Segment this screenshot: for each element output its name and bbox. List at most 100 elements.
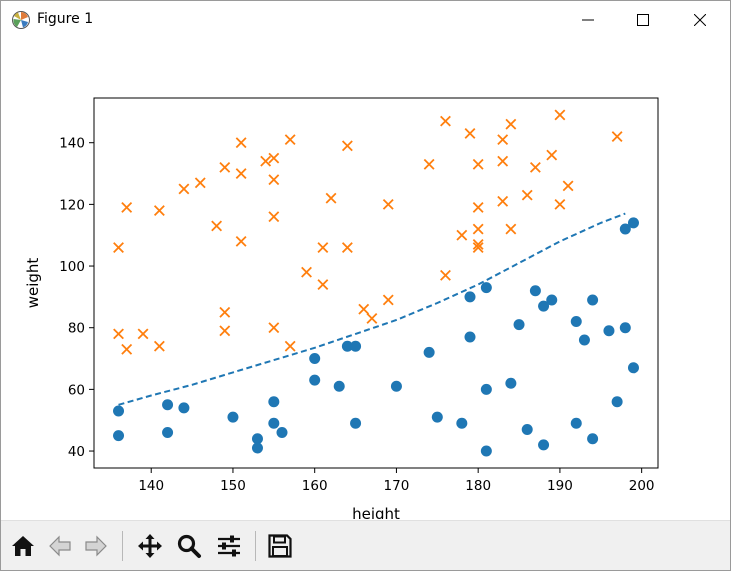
data-point-cross (358, 303, 370, 315)
home-button[interactable] (8, 530, 38, 562)
y-tick-label: 60 (68, 382, 85, 398)
toolbar-separator (255, 531, 256, 561)
zoom-button[interactable] (174, 530, 204, 562)
data-point-circle (480, 282, 492, 294)
configure-subplots-button[interactable] (214, 530, 244, 562)
data-point-cross (382, 294, 394, 306)
data-point-cross (554, 109, 566, 121)
data-point-cross (284, 134, 296, 146)
data-point-circle (603, 325, 615, 337)
data-point-circle (178, 402, 190, 414)
x-tick-label: 170 (384, 478, 410, 494)
maximize-icon (637, 14, 649, 26)
window-title: Figure 1 (37, 11, 94, 27)
data-point-cross (382, 198, 394, 210)
data-point-circle (480, 383, 492, 395)
toolbar-separator (122, 531, 123, 561)
data-point-cross (440, 269, 451, 281)
data-point-circle (251, 433, 263, 445)
data-point-circle (162, 427, 174, 439)
data-point-cross (211, 220, 223, 232)
x-tick-label: 150 (220, 478, 246, 494)
data-point-circle (570, 417, 582, 429)
home-icon (12, 536, 34, 556)
data-point-cross (497, 134, 509, 146)
data-point-circle (480, 445, 492, 457)
data-point-circle (619, 223, 631, 235)
data-point-circle (276, 427, 288, 439)
minimize-button[interactable] (565, 1, 611, 39)
data-point-cross (153, 205, 165, 216)
data-point-cross (268, 322, 280, 334)
data-point-circle (268, 396, 280, 408)
data-point-circle (341, 340, 353, 352)
plot-canvas[interactable]: 140 150 160 170 180 190 200 40 60 80 100 120 140 hei… (1, 39, 730, 523)
back-button[interactable] (45, 530, 75, 562)
data-point-cross (472, 223, 484, 235)
data-point-cross (341, 140, 353, 152)
data-point-circle (513, 319, 525, 331)
data-point-circle (309, 353, 321, 365)
y-tick-label: 40 (68, 444, 85, 460)
data-point-circle (423, 346, 435, 358)
title-bar[interactable]: Figure 1 (1, 1, 730, 39)
data-point-circle (113, 430, 125, 442)
y-tick-label: 120 (59, 197, 85, 213)
data-point-cross (219, 306, 231, 318)
data-point-circle (309, 374, 321, 386)
data-point-cross (611, 131, 623, 142)
data-point-circle (350, 417, 362, 429)
forward-icon (85, 535, 107, 557)
data-point-circle (464, 291, 476, 303)
forward-button[interactable] (81, 530, 111, 562)
data-point-circle (464, 331, 476, 343)
matplotlib-icon (11, 10, 31, 30)
data-point-cross (529, 161, 541, 173)
data-point-circle (627, 217, 639, 229)
maximize-button[interactable] (620, 1, 666, 39)
data-point-cross (137, 328, 149, 340)
data-point-circle (505, 377, 517, 389)
data-point-cross (113, 242, 124, 253)
data-point-cross (472, 202, 484, 213)
x-tick-label: 160 (302, 478, 328, 494)
data-point-cross (317, 279, 329, 290)
data-point-circle (538, 439, 550, 451)
data-point-circle (587, 294, 599, 306)
back-icon (49, 535, 71, 557)
data-point-circle (611, 396, 623, 408)
data-point-circle (619, 322, 631, 334)
data-point-circle (529, 285, 541, 297)
configure-subplots-icon (218, 535, 240, 557)
data-point-cross (284, 340, 296, 352)
data-point-cross (554, 198, 566, 210)
y-axis-label: weight (24, 258, 42, 309)
data-point-circle (251, 442, 263, 454)
data-point-cross (472, 158, 484, 170)
data-point-circle (456, 417, 468, 429)
data-point-cross (562, 180, 574, 192)
data-point-cross (341, 242, 353, 253)
data-point-cross (235, 137, 247, 149)
data-point-cross (194, 177, 206, 189)
data-point-cross (268, 211, 280, 223)
data-point-cross (505, 118, 517, 130)
data-point-circle (227, 411, 239, 423)
data-point-circle (350, 340, 362, 352)
close-button[interactable] (677, 1, 723, 39)
pan-icon (138, 534, 162, 558)
save-button[interactable] (265, 530, 295, 562)
data-point-cross (121, 202, 133, 213)
y-tick-label: 80 (68, 321, 85, 337)
data-point-cross (440, 115, 451, 127)
data-point-cross (317, 242, 329, 253)
data-point-circle (390, 380, 402, 392)
x-tick-label: 140 (138, 478, 164, 494)
data-point-cross (546, 149, 558, 161)
pan-button[interactable] (135, 530, 165, 562)
zoom-icon (177, 534, 201, 558)
data-point-cross (423, 158, 435, 170)
data-point-cross (113, 328, 124, 340)
data-point-cross (219, 161, 231, 173)
